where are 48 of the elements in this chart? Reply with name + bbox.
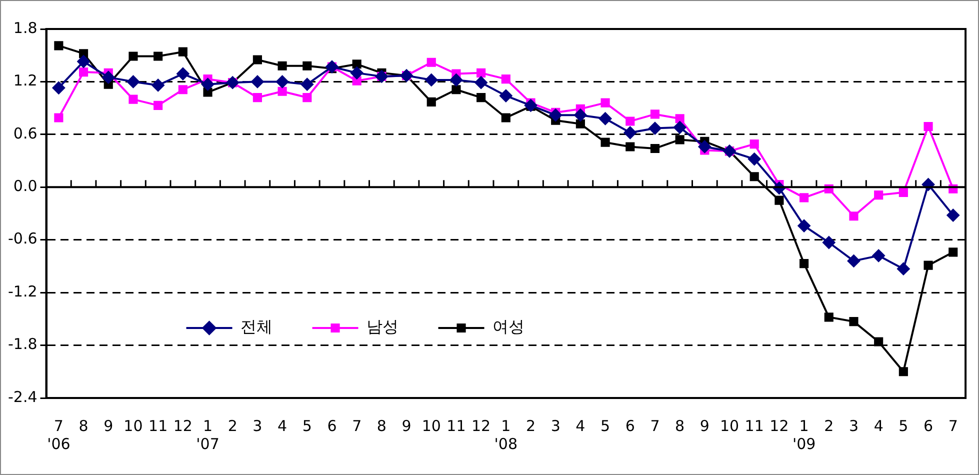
x-tick-label: 4	[576, 416, 586, 435]
x-tick-label: 11	[744, 416, 764, 435]
legend-label: 남성	[366, 317, 398, 336]
y-tick-label: 0.6	[13, 124, 38, 142]
x-tick-label: 1 '07	[196, 416, 220, 453]
x-tick-label: 6	[327, 416, 337, 435]
x-tick-label: 9	[104, 416, 114, 435]
legend-label: 전체	[240, 317, 272, 336]
y-tick-label: -0.6	[8, 230, 38, 248]
x-tick-label: 8	[675, 416, 685, 435]
x-tick-label: 7	[650, 416, 660, 435]
x-tick-label: 7 '06	[47, 416, 70, 453]
x-tick-label: 8	[376, 416, 386, 435]
x-tick-label: 12	[770, 416, 789, 435]
x-tick-label: 11	[148, 416, 168, 435]
y-tick-label: -1.2	[8, 282, 38, 300]
x-tick-label: 3	[550, 416, 560, 435]
x-tick-label: 6	[625, 416, 635, 435]
x-tick-label: 12	[472, 416, 491, 435]
x-tick-label: 2	[526, 416, 536, 435]
x-tick-label: 11	[446, 416, 466, 435]
x-tick-label: 9	[402, 416, 412, 435]
x-tick-label: 1 '09	[792, 416, 816, 453]
x-tick-label: 5	[898, 416, 908, 435]
x-tick-label: 2	[824, 416, 834, 435]
x-tick-label: 10	[422, 416, 441, 435]
x-tick-label: 7	[352, 416, 362, 435]
y-tick-label: 0.0	[13, 177, 38, 196]
x-tick-label: 5	[600, 416, 610, 435]
legend-label: 여성	[492, 317, 524, 336]
x-tick-label: 8	[78, 416, 88, 435]
x-tick-label: 3	[252, 416, 262, 435]
x-tick-label: 4	[278, 416, 288, 435]
y-tick-label: -2.4	[8, 388, 38, 406]
x-tick-label: 6	[924, 416, 934, 435]
y-tick-label: 1.2	[13, 72, 38, 90]
x-tick-label: 4	[874, 416, 884, 435]
y-tick-label: 1.8	[13, 18, 38, 37]
x-tick-label: 2	[228, 416, 238, 435]
x-tick-label: 10	[720, 416, 740, 435]
x-tick-label: 7	[948, 416, 958, 435]
x-tick-label: 5	[302, 416, 312, 435]
x-tick-label: 1 '08	[494, 416, 518, 453]
x-tick-label: 9	[700, 416, 710, 435]
x-tick-label: 3	[848, 416, 859, 435]
x-tick-label: 12	[173, 416, 192, 435]
x-tick-label: 10	[124, 416, 143, 435]
y-tick-label: -1.8	[8, 335, 38, 354]
